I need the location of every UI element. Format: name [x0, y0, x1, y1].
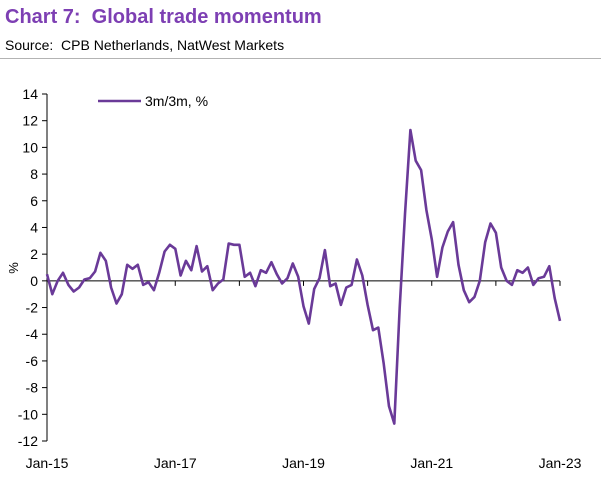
- x-tick-label: Jan-21: [410, 455, 453, 471]
- y-tick-label: 12: [22, 113, 38, 129]
- y-tick-label: -2: [26, 300, 39, 316]
- y-tick-label: -10: [18, 406, 38, 422]
- y-tick-label: 4: [30, 219, 38, 235]
- header-divider: [0, 58, 601, 59]
- y-tick-label: -4: [26, 326, 39, 342]
- legend-label: 3m/3m, %: [145, 93, 208, 109]
- y-axis: 14 12 10 8 6 4 2 0 -2 -4 -6 -8 -10 -12: [18, 86, 48, 449]
- series-line-3m3m: [45, 128, 562, 425]
- y-axis-label: %: [6, 262, 21, 274]
- x-tick-label: Jan-17: [154, 455, 197, 471]
- y-tick-label: 0: [30, 273, 38, 289]
- y-tick-label: 14: [22, 86, 38, 102]
- chart-title: Chart 7: Global trade momentum: [5, 6, 322, 28]
- x-tick-label: Jan-23: [539, 455, 582, 471]
- y-tick-label: -8: [26, 380, 39, 396]
- y-tick-label: 10: [22, 139, 38, 155]
- x-tick-label: Jan-15: [26, 455, 69, 471]
- x-tick-label: Jan-19: [282, 455, 325, 471]
- y-tick-label: 2: [30, 246, 38, 262]
- y-tick-label: 6: [30, 193, 38, 209]
- y-tick-label: -6: [26, 353, 39, 369]
- y-tick-label: 8: [30, 166, 38, 182]
- chart-source: Source: CPB Netherlands, NatWest Markets: [5, 37, 285, 53]
- series-layer: [45, 128, 562, 425]
- x-axis: Jan-15 Jan-17 Jan-19 Jan-21 Jan-23: [26, 280, 582, 471]
- legend: 3m/3m, %: [98, 93, 208, 109]
- y-tick-label: -12: [18, 433, 38, 449]
